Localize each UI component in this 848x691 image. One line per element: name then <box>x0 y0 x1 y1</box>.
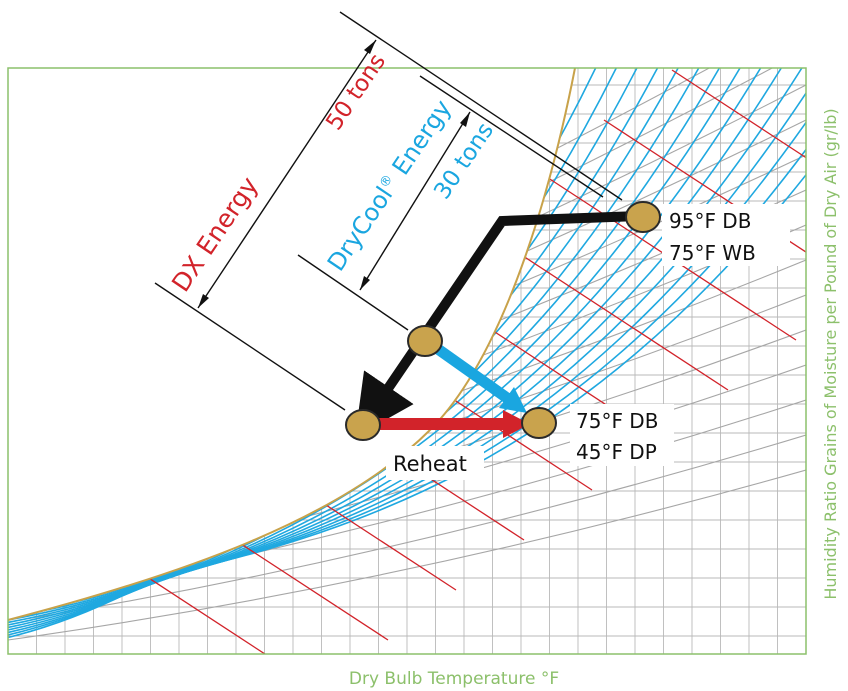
wet-bulb-lines <box>59 68 806 654</box>
drycool-extension-line <box>419 75 604 198</box>
label-backing-reheat <box>386 446 484 480</box>
state-point-dx-exit <box>345 409 381 441</box>
extension-line-bottom <box>154 282 346 411</box>
y-axis-label: Humidity Ratio Grains of Moisture per Po… <box>821 108 840 599</box>
dx-arrowhead-bottom <box>198 294 209 308</box>
state-point-drycool-exit <box>407 325 443 357</box>
supply-dp-label: 45°F DP <box>576 440 657 464</box>
dimension-arrowheads <box>198 40 470 308</box>
extension-line-top <box>339 11 623 201</box>
wet-bulb-line <box>127 469 389 641</box>
drycool-arrowhead-top <box>460 112 470 127</box>
dx-arrowhead-top <box>364 40 376 54</box>
humidity-ratio-curve <box>8 469 806 641</box>
dx-energy-label: DX Energy <box>166 171 264 297</box>
state-point-supply-air <box>521 407 557 439</box>
entering-wb-label: 75°F WB <box>669 241 756 265</box>
entering-db-label: 95°F DB <box>669 209 751 233</box>
drycool-process-arrowhead <box>499 387 527 413</box>
drycool-arrowhead-bottom <box>360 276 370 290</box>
drycool-word: DryCool <box>322 182 399 277</box>
dx-dimension-line <box>197 39 377 309</box>
state-point-entering-air <box>625 201 661 233</box>
wet-bulb-line <box>671 69 806 241</box>
humidity-ratio-curve <box>8 434 806 623</box>
dx-tons-label: 50 tons <box>321 49 391 135</box>
label-backing-entering <box>662 204 790 266</box>
reheat-arrowhead <box>503 410 530 438</box>
drycool-dimension-line <box>359 111 471 291</box>
plot-frame <box>7 67 807 655</box>
saturation-curve <box>7 67 576 621</box>
x-axis-label: Dry Bulb Temperature °F <box>349 669 559 689</box>
state-points <box>345 201 661 441</box>
extension-line-mid <box>297 254 409 331</box>
dimension-lines <box>154 11 623 411</box>
relative-humidity-curve <box>8 68 597 639</box>
state-labels: 95°F DB 75°F WB 75°F DB 45°F DP Reheat <box>386 204 790 480</box>
supply-db-label: 75°F DB <box>576 409 658 433</box>
reheat-label: Reheat <box>393 452 467 476</box>
label-backing-supply <box>570 404 674 466</box>
drycool-process-arrow-shaft <box>424 337 511 403</box>
relative-humidity-curve <box>8 68 782 616</box>
